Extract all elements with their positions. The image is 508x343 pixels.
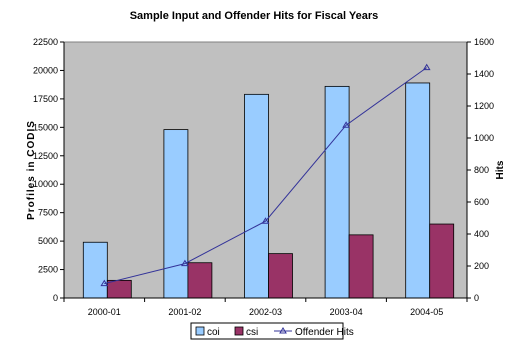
- y-tick-label: 17500: [33, 94, 58, 104]
- y-tick-label: 2500: [38, 265, 58, 275]
- legend-label-coi: coi: [207, 327, 220, 338]
- y2-tick-label: 800: [474, 165, 489, 175]
- legend-marker-offender-hits: [279, 327, 287, 334]
- point-offender-hits: [261, 217, 270, 224]
- legend: coi csi Offender Hits: [190, 322, 354, 340]
- bar-coi: [82, 241, 108, 299]
- bar-csi: [187, 262, 213, 299]
- y-axis-label: Profiles in CODIS: [26, 120, 37, 220]
- bar-csi: [268, 253, 293, 299]
- chart-title: Sample Input and Offender Hits for Fisca…: [130, 10, 379, 22]
- y-tick-label: 20000: [33, 65, 58, 75]
- y-axis-right: 0 200 400 600 800 1000 1200 1400 1600: [466, 37, 494, 303]
- x-tick-label: 2004-05: [410, 307, 443, 317]
- point-offender-hits: [342, 121, 350, 128]
- y-tick-label: 5000: [38, 236, 58, 246]
- y2-tick-label: 600: [474, 197, 489, 207]
- y2-axis-label: Hits: [495, 160, 506, 179]
- bar-csi: [106, 279, 132, 299]
- line-series: [100, 63, 431, 287]
- legend-label-csi: csi: [246, 327, 258, 338]
- y2-tick-label: 1000: [474, 133, 494, 143]
- bar-csi: [348, 234, 374, 299]
- y-tick-label: 10000: [33, 179, 58, 189]
- bar-coi: [163, 129, 189, 299]
- x-tick-label: 2001-02: [168, 307, 201, 317]
- point-offender-hits: [181, 259, 189, 267]
- y-tick-label: 12500: [33, 151, 58, 161]
- x-tick-label: 2002-03: [249, 307, 282, 317]
- x-tick-label: 2000-01: [88, 307, 121, 317]
- bar-coi: [244, 93, 269, 299]
- legend-swatch-coi: [195, 326, 205, 336]
- line-offender-hits: [104, 67, 427, 285]
- legend-box: [190, 322, 344, 340]
- x-tick-label: 2003-04: [330, 307, 363, 317]
- y-tick-label: 7500: [38, 208, 58, 218]
- legend-swatch-csi: [234, 326, 244, 336]
- point-offender-hits: [100, 279, 109, 287]
- legend-label-offender-hits: Offender Hits: [295, 327, 354, 338]
- y2-tick-label: 0: [474, 293, 479, 303]
- y2-tick-label: 1600: [474, 37, 494, 47]
- y-tick-label: 22500: [33, 37, 58, 47]
- bar-coi: [405, 82, 431, 299]
- bar-coi: [324, 85, 350, 299]
- bar-csi: [429, 223, 455, 299]
- y2-tick-label: 200: [474, 261, 489, 271]
- x-axis: 2000-01 2001-02 2002-03 2003-04 2004-05: [63, 297, 468, 317]
- bar-series: [82, 82, 455, 299]
- y-axis-left: 0 2500 5000 7500 10000 12500 15000 17500 20000 22…: [33, 37, 65, 303]
- point-offender-hits: [422, 63, 431, 71]
- y-tick-label: 0: [53, 293, 58, 303]
- y2-tick-label: 1200: [474, 101, 494, 111]
- y-tick-label: 15000: [33, 122, 58, 132]
- y2-tick-label: 1400: [474, 69, 494, 79]
- y2-tick-label: 400: [474, 229, 489, 239]
